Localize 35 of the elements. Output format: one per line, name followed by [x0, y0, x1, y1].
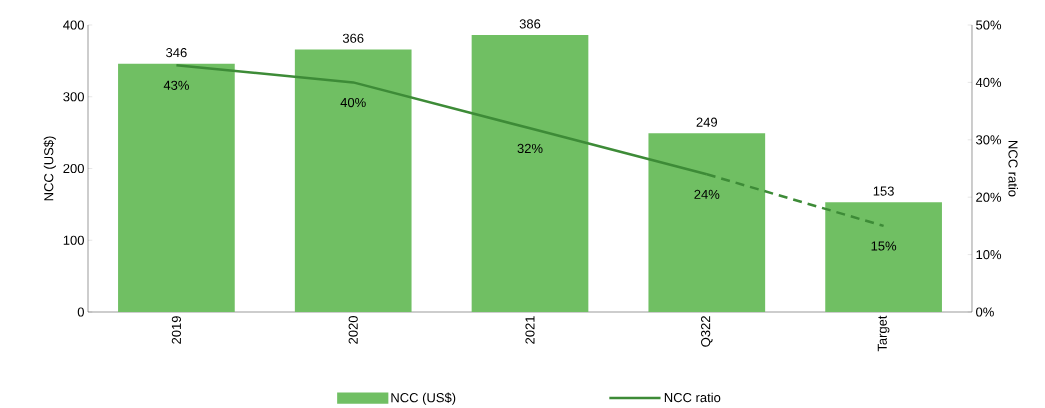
data-label: 15% [871, 241, 897, 251]
data-label: 153 [873, 186, 894, 196]
bar [471, 35, 589, 312]
bar [118, 63, 235, 312]
data-label: 386 [519, 19, 541, 29]
x-tick-label: 2021 [525, 316, 535, 344]
data-label: 346 [166, 48, 187, 58]
bar [825, 202, 942, 312]
x-tick-label: Target [877, 315, 890, 352]
y2-tick-label: 50% [976, 20, 1002, 30]
y-axis-title: NCC (US$) [43, 136, 56, 201]
y-tick-label: 300 [63, 92, 84, 102]
y-tick-label: 200 [63, 163, 84, 174]
x-tick-label: Q322 [701, 316, 713, 347]
y-tick-label: 100 [63, 235, 84, 245]
data-label: 249 [696, 117, 718, 127]
data-label: 24% [694, 189, 720, 199]
data-label: 40% [340, 97, 366, 108]
y-tick-label: 400 [63, 20, 84, 30]
legend-label: NCC (US$) [391, 392, 456, 405]
data-label: 366 [342, 33, 364, 43]
x-tick-label: 2019 [171, 316, 181, 344]
y2-tick-label: 40% [975, 77, 1002, 87]
x-tick-label: 2020 [348, 316, 358, 344]
y2-tick-label: 30% [976, 135, 1002, 145]
legend-label: NCC ratio [664, 392, 721, 403]
y-tick-label: 0 [77, 307, 84, 317]
bar [648, 133, 766, 312]
y2-tick-label: 10% [976, 249, 1002, 260]
bar [294, 49, 412, 312]
data-label: 32% [517, 143, 543, 154]
data-label: 43% [163, 80, 189, 90]
y2-tick-label: 20% [976, 192, 1002, 202]
y2-tick-label: 0% [976, 307, 994, 317]
y2-axis-title: NCC ratio [1008, 141, 1018, 197]
